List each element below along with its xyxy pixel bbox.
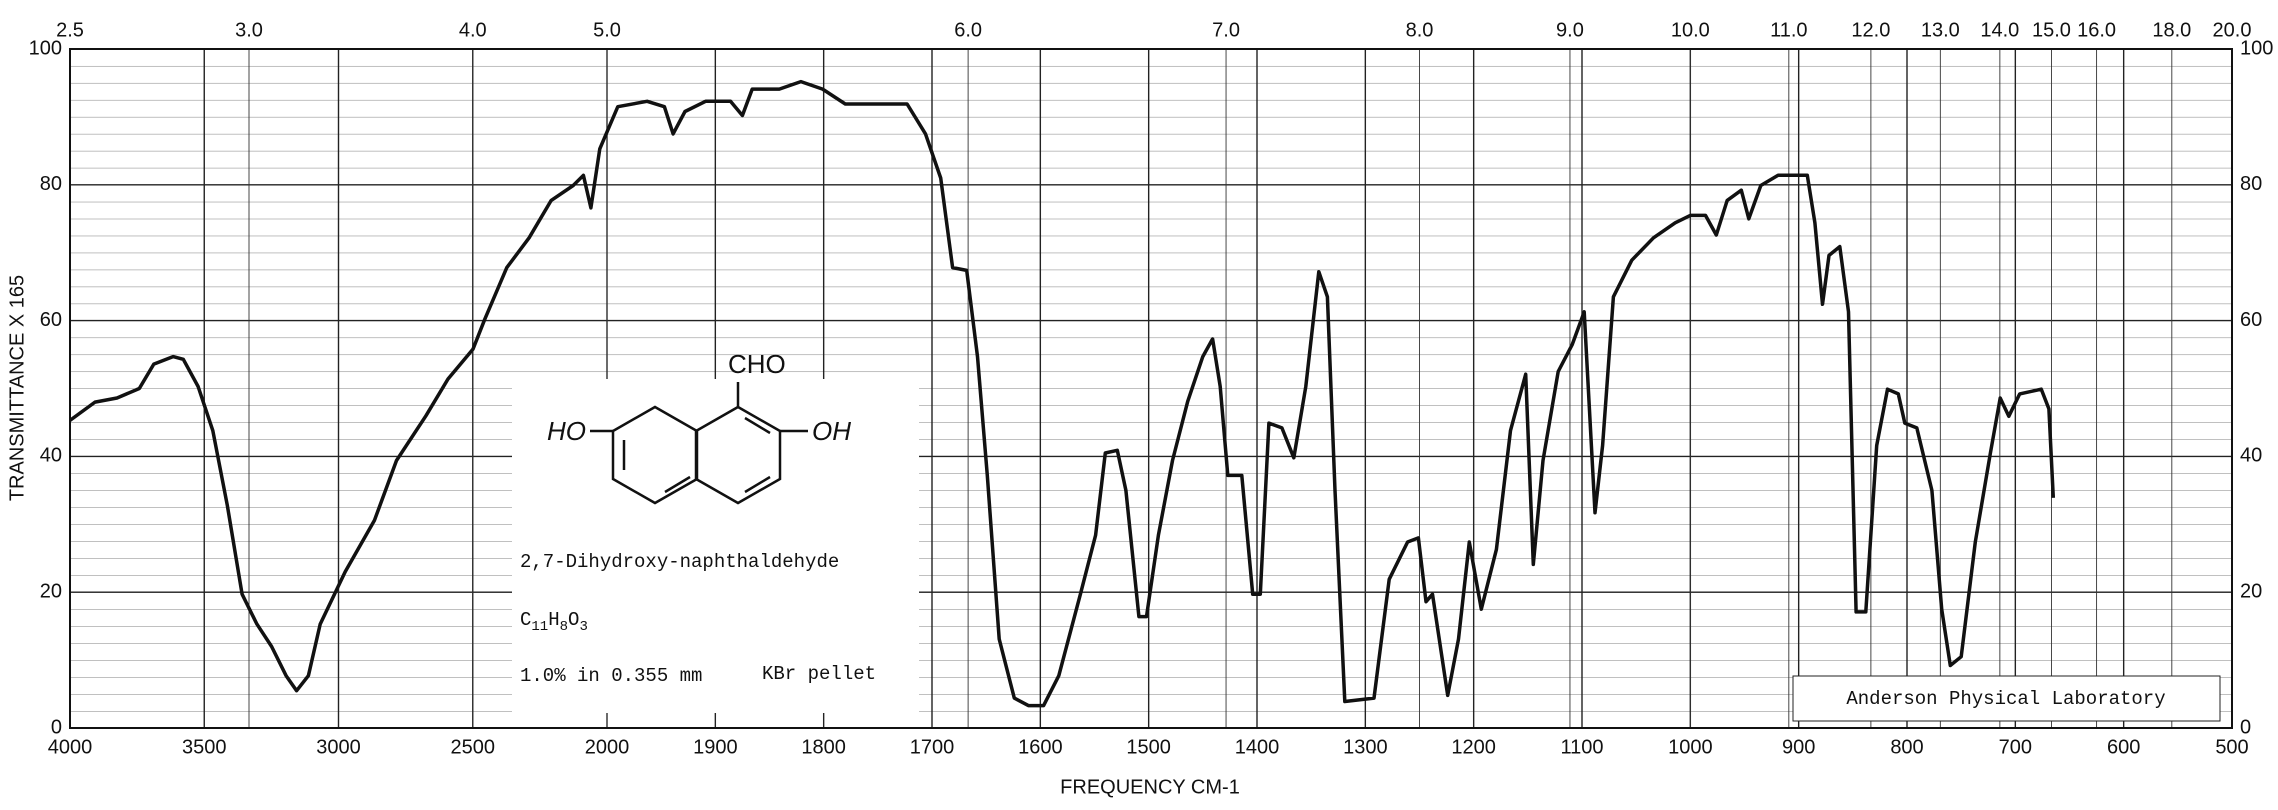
x-tick-label: 3500 [182, 736, 227, 758]
x-tick-label: 700 [1999, 736, 2032, 758]
y-tick-label: 20 [40, 580, 62, 602]
y2-tick-label: 0 [2240, 716, 2251, 738]
x-tick-label: 1000 [1668, 736, 1713, 758]
x2-tick-label: 14.0 [1980, 19, 2019, 41]
conditions: 1.0% in 0.355 mm [520, 665, 702, 687]
x-tick-label: 1600 [1018, 736, 1063, 758]
x2-tick-label: 18.0 [2152, 19, 2191, 41]
y-tick-label: 80 [40, 173, 62, 195]
x-tick-label: 1400 [1235, 736, 1280, 758]
y2-tick-label: 80 [2240, 173, 2262, 195]
x-tick-label: 1300 [1343, 736, 1388, 758]
structure-label: CHO [728, 349, 786, 379]
x2-tick-label: 3.0 [235, 19, 263, 41]
x-tick-label: 1200 [1451, 736, 1496, 758]
y2-tick-label: 20 [2240, 580, 2262, 602]
structure-label: HO [547, 416, 586, 446]
x-tick-label: 4000 [48, 736, 93, 758]
x2-tick-label: 11.0 [1770, 19, 1807, 41]
y-tick-label: 60 [40, 309, 62, 331]
x2-tick-label: 20.0 [2213, 19, 2252, 41]
x-tick-label: 2000 [585, 736, 630, 758]
x2-tick-label: 13.0 [1921, 19, 1960, 41]
y2-tick-label: 40 [2240, 445, 2262, 467]
y2-tick-label: 100 [2240, 37, 2273, 59]
x-tick-label: 1100 [1560, 736, 1603, 758]
structure-label: OH [812, 416, 851, 446]
x2-tick-label: 4.0 [459, 19, 487, 41]
lab-background [1792, 675, 2221, 722]
y-axis-label: TRANSMITTANCE X 165 [6, 275, 28, 501]
y-tick-label: 100 [29, 37, 62, 59]
spectrum-line [68, 79, 2056, 708]
laboratory: Anderson Physical Laboratory [1846, 688, 2165, 710]
y2-tick-label: 60 [2240, 309, 2262, 331]
x2-tick-label: 16.0 [2077, 19, 2116, 41]
bond [664, 475, 691, 494]
x-tick-label: 1500 [1126, 736, 1171, 758]
x-tick-label: 800 [1890, 736, 1923, 758]
x-tick-label: 600 [2107, 736, 2140, 758]
x-tick-label: 900 [1782, 736, 1815, 758]
x2-tick-label: 15.0 [2032, 19, 2071, 41]
bond [744, 475, 771, 494]
x-tick-label: 1700 [910, 736, 955, 758]
x2-tick-label: 12.0 [1851, 19, 1890, 41]
y-tick-label: 0 [51, 716, 62, 738]
annotation-background [512, 379, 919, 713]
plot-frame [69, 48, 2233, 729]
x2-tick-label: 9.0 [1556, 19, 1584, 41]
x-tick-label: 500 [2215, 736, 2248, 758]
x2-tick-label: 2.5 [56, 19, 84, 41]
x-tick-label: 3000 [316, 736, 361, 758]
x2-tick-label: 10.0 [1671, 19, 1710, 41]
lab-box: Anderson Physical Laboratory [1792, 675, 2221, 722]
bond [744, 416, 771, 435]
y-tick-label: 40 [40, 445, 62, 467]
x-tick-label: 1800 [801, 736, 846, 758]
x2-tick-label: 6.0 [954, 19, 982, 41]
compound-name: 2,7-Dihydroxy-naphthaldehyde [520, 551, 839, 573]
x-tick-label: 1900 [693, 736, 738, 758]
x-tick-label: 2500 [451, 736, 496, 758]
x-axis-label: FREQUENCY CM-1 [1060, 776, 1240, 798]
x2-tick-label: 8.0 [1406, 19, 1434, 41]
formula: C11H8O3 [520, 609, 588, 635]
x2-tick-label: 5.0 [593, 19, 621, 41]
x2-tick-label: 7.0 [1212, 19, 1240, 41]
annotation-box: HO CHO OH 2,7-Dihydroxy-naphthaldehyde C… [512, 349, 919, 713]
conditions: KBr pellet [762, 663, 876, 685]
minor-grid [70, 49, 2232, 728]
